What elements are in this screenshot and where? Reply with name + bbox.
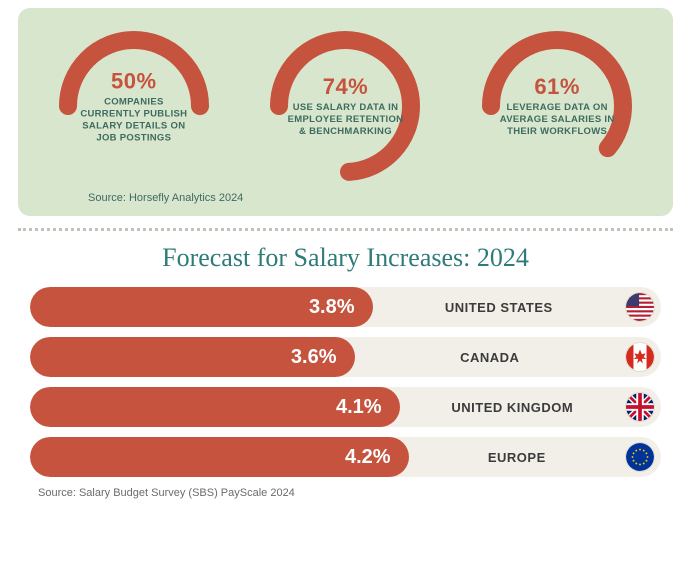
bar-country-1: CANADA [355,350,626,365]
donut-chart-0: 50% COMPANIES CURRENTLY PUBLISH SALARY D… [54,26,214,186]
bar-country-2: UNITED KINGDOM [400,400,625,415]
bar-fill-3: 4.2% [30,437,409,477]
bar-fill-0: 3.8% [30,287,373,327]
donut-pct-0: 50% [74,68,194,94]
donut-2: 61% LEVERAGE DATA ON AVERAGE SALARIES IN… [457,26,657,186]
donut-desc-1: USE SALARY DATA IN EMPLOYEE RETENTION & … [285,102,405,138]
donut-pct-2: 61% [497,74,617,100]
top-panel: 50% COMPANIES CURRENTLY PUBLISH SALARY D… [18,8,673,216]
top-source-text: Source: Horsefly Analytics 2024 [88,192,663,204]
donut-chart-1: 74% USE SALARY DATA IN EMPLOYEE RETENTIO… [265,26,425,186]
bottom-panel: Forecast for Salary Increases: 2024 3.8%… [0,239,691,499]
bar-country-0: UNITED STATES [373,300,625,315]
section-divider [18,228,673,231]
flag-eu-icon [625,442,655,472]
bar-fill-2: 4.1% [30,387,400,427]
bar-pct-3: 4.2% [345,446,391,469]
bar-row-0: 3.8% UNITED STATES [30,287,661,327]
donut-desc-2: LEVERAGE DATA ON AVERAGE SALARIES IN THE… [497,102,617,138]
bar-pct-0: 3.8% [309,296,355,319]
bar-row-3: 4.2% EUROPE [30,437,661,477]
bar-pct-1: 3.6% [291,346,337,369]
bar-row-2: 4.1% UNITED KINGDOM [30,387,661,427]
donut-0: 50% COMPANIES CURRENTLY PUBLISH SALARY D… [34,26,234,186]
donut-row: 50% COMPANIES CURRENTLY PUBLISH SALARY D… [28,26,663,186]
flag-uk-icon [625,392,655,422]
donut-pct-1: 74% [285,74,405,100]
bars-container: 3.8% UNITED STATES 3.6% CANADA 4.1% UNITED KI… [30,287,661,477]
donut-desc-0: COMPANIES CURRENTLY PUBLISH SALARY DETAI… [74,96,194,144]
flag-ca-icon [625,342,655,372]
donut-1: 74% USE SALARY DATA IN EMPLOYEE RETENTIO… [245,26,445,186]
donut-label-1: 74% USE SALARY DATA IN EMPLOYEE RETENTIO… [285,74,405,138]
bar-fill-1: 3.6% [30,337,355,377]
donut-label-2: 61% LEVERAGE DATA ON AVERAGE SALARIES IN… [497,74,617,138]
bar-pct-2: 4.1% [336,396,382,419]
donut-chart-2: 61% LEVERAGE DATA ON AVERAGE SALARIES IN… [477,26,637,186]
flag-us-icon [625,292,655,322]
bar-row-1: 3.6% CANADA [30,337,661,377]
donut-label-0: 50% COMPANIES CURRENTLY PUBLISH SALARY D… [74,68,194,144]
bar-country-3: EUROPE [409,450,625,465]
bottom-source-text: Source: Salary Budget Survey (SBS) PaySc… [38,487,661,499]
forecast-title: Forecast for Salary Increases: 2024 [30,243,661,273]
